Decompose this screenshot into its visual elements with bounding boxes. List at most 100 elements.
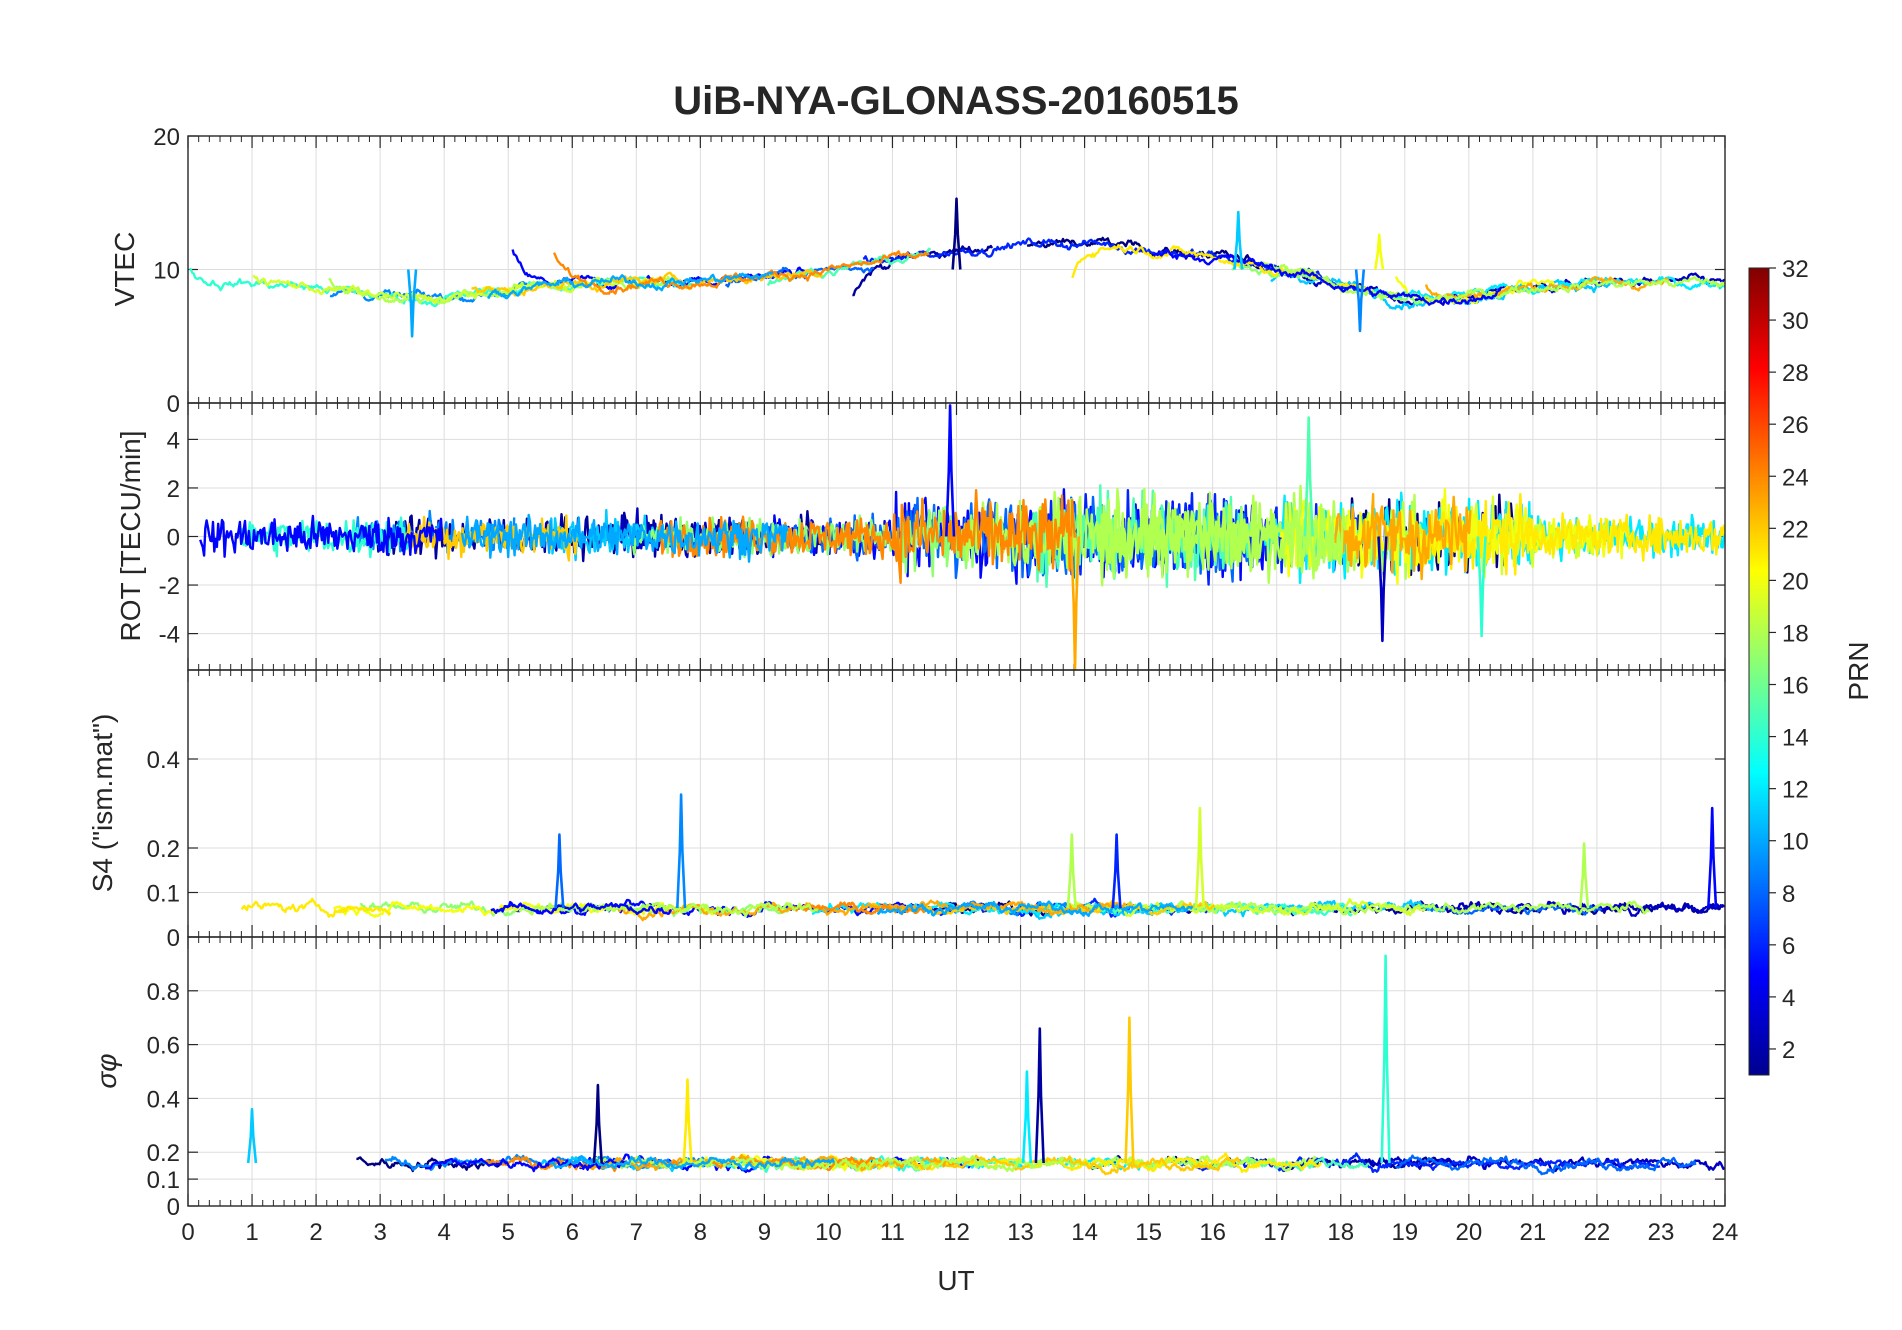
series-trace (552, 250, 930, 295)
x-tick-label: 6 (566, 1219, 579, 1246)
rot-ylabel: ROT [TECU/min] (115, 430, 146, 641)
x-tick-label: 0 (181, 1219, 194, 1246)
colorbar-tick-label: 14 (1782, 725, 1809, 752)
colorbar-tick-label: 20 (1782, 568, 1809, 595)
y-tick-label: 20 (153, 124, 180, 151)
spike-feature (1233, 210, 1244, 270)
series-trace (239, 516, 410, 559)
spike-feature (407, 269, 418, 338)
y-tick-label: 0 (167, 525, 180, 552)
s4-series (240, 793, 1725, 922)
y-tick-label: 0.2 (147, 1140, 180, 1167)
series-trace (332, 901, 717, 918)
series-trace (424, 1157, 629, 1173)
colorbar-tick-label: 8 (1782, 881, 1795, 908)
colorbar-tick-label: 18 (1782, 620, 1809, 647)
series-trace (460, 513, 789, 563)
colorbar-tick-label: 32 (1782, 256, 1809, 283)
spike-feature (1066, 833, 1077, 909)
y-tick-label: -2 (159, 573, 180, 600)
y-tick-label: 0.2 (147, 836, 180, 863)
s4-y-ticks: 0 0.1 0.2 0.4 (147, 747, 180, 952)
x-tick-label: 4 (437, 1219, 450, 1246)
x-tick-label: 12 (943, 1219, 970, 1246)
sigma-phi-series (246, 954, 1725, 1176)
x-tick-label: 2 (309, 1219, 322, 1246)
x-tick-labels: 0 1 2 3 4 5 6 7 8 9 10 11 12 13 14 15 16 17 18 19 20 21 22 23 24 (181, 1219, 1738, 1246)
y-tick-label: 0 (167, 925, 180, 952)
spike-feature (554, 833, 565, 909)
colorbar-tick-label: 24 (1782, 464, 1809, 491)
spike-feature (1354, 269, 1366, 333)
vtec-y-ticks: 0 10 20 (153, 124, 180, 418)
panel-vtec: 0 10 20 VTEC (109, 124, 1726, 418)
s4-grid (187, 670, 1726, 938)
x-tick-label: 22 (1584, 1219, 1611, 1246)
x-tick-label: 17 (1263, 1219, 1290, 1246)
y-tick-label: 0.1 (147, 1167, 180, 1194)
spike-feature (1124, 1016, 1135, 1164)
spike-feature (592, 1083, 603, 1164)
x-tick-label: 9 (758, 1219, 771, 1246)
colorbar-tick-label: 26 (1782, 412, 1809, 439)
panel-rot: -4 -2 0 2 4 ROT [TECU/min] (115, 402, 1726, 671)
series-trace (1097, 487, 1347, 587)
colorbar-tick-label: 4 (1782, 985, 1795, 1012)
sigma-phi-ylabel: σφ (91, 1053, 122, 1088)
spike-feature (1021, 1070, 1033, 1164)
y-tick-label: 0 (167, 1194, 180, 1221)
series-trace (356, 1156, 509, 1173)
y-tick-label: 0.1 (147, 881, 180, 908)
vtec-grid (187, 135, 1726, 404)
spike-feature (951, 197, 962, 270)
spike-feature (246, 1107, 258, 1164)
series-trace (240, 897, 392, 918)
x-tick-label: 15 (1135, 1219, 1162, 1246)
y-tick-label: -4 (159, 622, 180, 649)
vtec-ylabel: VTEC (109, 232, 140, 307)
x-tick-label: 1 (245, 1219, 258, 1246)
x-tick-label: 7 (630, 1219, 643, 1246)
chart-title: UiB-NYA-GLONASS-20160515 (673, 79, 1238, 123)
colorbar-tick-label: 30 (1782, 308, 1809, 335)
series-trace (617, 899, 1127, 922)
y-tick-label: 0 (167, 391, 180, 418)
x-tick-label: 24 (1712, 1219, 1739, 1246)
spike-feature (1111, 833, 1122, 909)
series-trace (518, 901, 819, 918)
x-tick-label: 18 (1327, 1219, 1354, 1246)
vtec-series (188, 197, 1725, 338)
x-tick-label: 8 (694, 1219, 707, 1246)
spike-feature (1034, 1027, 1045, 1164)
series-trace (490, 900, 673, 916)
series-trace (1408, 900, 1725, 917)
series-trace (961, 484, 1426, 587)
x-tick-label: 16 (1199, 1219, 1226, 1246)
y-tick-label: 0.8 (147, 979, 180, 1006)
x-tick-label: 3 (373, 1219, 386, 1246)
x-tick-label: 23 (1648, 1219, 1675, 1246)
colorbar-tick-label: 12 (1782, 777, 1809, 804)
y-tick-label: 0.4 (147, 747, 180, 774)
colorbar-tick-label: 10 (1782, 829, 1809, 856)
colorbar-tick-label: 6 (1782, 933, 1795, 960)
spike-feature (1579, 842, 1590, 909)
spike-feature (682, 1078, 693, 1164)
y-tick-label: 0.6 (147, 1033, 180, 1060)
spike-feature (676, 793, 687, 909)
spike-feature (1069, 536, 1081, 670)
y-tick-label: 2 (167, 476, 180, 503)
rot-series (199, 404, 1725, 670)
y-tick-label: 10 (153, 258, 180, 285)
y-tick-label: 0.4 (147, 1086, 180, 1113)
series-trace (1175, 900, 1650, 916)
x-tick-label: 19 (1391, 1219, 1418, 1246)
x-tick-label: 14 (1071, 1219, 1098, 1246)
series-trace (487, 271, 774, 300)
spike-feature (1377, 536, 1388, 643)
series-trace (199, 514, 444, 558)
x-tick-label: 11 (880, 1219, 905, 1246)
x-tick-label: 13 (1007, 1219, 1034, 1246)
spike-feature (1374, 233, 1385, 270)
series-trace (1332, 492, 1472, 581)
